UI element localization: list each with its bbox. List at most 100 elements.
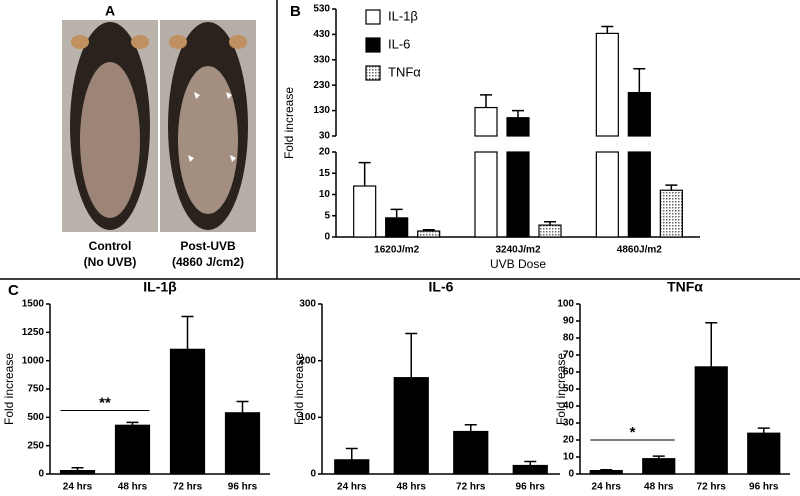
error-bar: [181, 315, 194, 350]
y-tick-label: 250: [27, 440, 44, 451]
y-tick-label: 90: [563, 316, 575, 327]
x-tick-label: 72 hrs: [173, 482, 203, 493]
y-tick-label: 15: [319, 168, 331, 179]
bar: [474, 106, 498, 137]
y-tick-label: 1250: [22, 327, 45, 338]
y-tick-label: 0: [568, 469, 574, 480]
error-bar: [524, 460, 537, 466]
bar: [385, 217, 409, 238]
y-tick-label: 10: [563, 452, 575, 463]
legend-swatch: [365, 9, 381, 25]
error-bar: [390, 208, 403, 218]
y-tick-label: 40: [563, 401, 575, 412]
error-bar: [665, 184, 678, 191]
y-tick-label: 0: [38, 469, 44, 480]
bar: [224, 412, 261, 475]
error-bar: [480, 94, 492, 108]
y-tick-label: 500: [27, 412, 44, 423]
y-tick-label: 100: [557, 299, 574, 310]
y-tick-label: 10: [319, 189, 331, 200]
error-bar: [345, 447, 358, 460]
panel-label: C: [8, 282, 19, 299]
y-tick-label: 1500: [22, 299, 45, 310]
caption: Post-UVB: [180, 239, 236, 253]
significance-label: *: [630, 424, 636, 441]
x-tick-label: 48 hrs: [644, 482, 674, 493]
y-tick-label: 230: [313, 80, 330, 91]
error-bar: [633, 67, 646, 93]
bar: [353, 185, 377, 238]
x-tick-label: 96 hrs: [749, 482, 779, 493]
y-tick-label: 30: [563, 418, 575, 429]
error-bar: [405, 332, 418, 378]
x-tick-label: 48 hrs: [397, 482, 427, 493]
y-tick-label: 300: [299, 299, 316, 310]
legend-label: IL-1β: [388, 8, 418, 23]
bar: [417, 230, 441, 238]
legend-label: TNFα: [388, 64, 421, 79]
error-bar: [358, 161, 371, 186]
error-bar: [512, 109, 524, 118]
y-tick-label: 1000: [22, 355, 45, 366]
y-tick-label: 50: [563, 384, 575, 395]
y-tick-label: 0: [310, 469, 316, 480]
y-tick-label: 60: [563, 367, 575, 378]
x-tick-label: 4860J/m2: [617, 245, 662, 256]
caption: (4860 J/cm2): [172, 255, 244, 269]
y-tick-label: 750: [27, 384, 44, 395]
error-bar: [652, 455, 665, 459]
bar: [627, 151, 651, 238]
y-tick-label: 330: [313, 54, 330, 65]
error-bar: [464, 423, 477, 432]
photo-panel: [62, 20, 256, 232]
y-tick-label: 20: [563, 435, 575, 446]
error-bar: [422, 229, 435, 232]
x-tick-label: 72 hrs: [456, 482, 486, 493]
bar: [595, 32, 619, 137]
chart-title: TNFα: [667, 279, 703, 295]
bar: [59, 470, 96, 475]
y-axis-label: Fold increase: [292, 353, 306, 425]
x-tick-label: 96 hrs: [516, 482, 546, 493]
bar: [474, 151, 498, 238]
y-tick-label: 430: [313, 29, 330, 40]
bar: [589, 470, 623, 475]
bar: [114, 424, 151, 475]
bar: [506, 151, 530, 238]
chart-title: IL-1β: [143, 279, 177, 295]
error-bar: [544, 220, 556, 226]
bar: [595, 151, 619, 238]
error-bar: [757, 427, 770, 434]
y-axis-label: Fold increase: [554, 353, 568, 425]
y-tick-label: 70: [563, 350, 575, 361]
bar: [169, 348, 206, 475]
bar: [747, 432, 781, 475]
legend-swatch: [365, 37, 381, 53]
error-bar: [126, 421, 139, 426]
error-bar: [236, 400, 249, 413]
x-tick-label: 24 hrs: [337, 482, 367, 493]
error-bar: [601, 25, 614, 34]
y-tick-label: 130: [313, 105, 330, 116]
y-axis-label: Fold increase: [282, 87, 296, 159]
bar: [506, 117, 530, 137]
bar: [694, 366, 728, 475]
bar: [512, 464, 548, 475]
panel-label: B: [290, 3, 301, 20]
y-tick-label: 30: [319, 131, 331, 142]
x-tick-label: 48 hrs: [118, 482, 148, 493]
caption: (No UVB): [84, 255, 137, 269]
panel-label: A: [105, 3, 115, 19]
y-tick-label: 100: [299, 412, 316, 423]
legend-label: IL-6: [388, 36, 410, 51]
chart-title: IL-6: [429, 279, 454, 295]
x-tick-label: 72 hrs: [697, 482, 727, 493]
y-tick-label: 5: [324, 210, 330, 221]
bar: [393, 377, 429, 475]
x-tick-label: 1620J/m2: [374, 245, 419, 256]
y-tick-label: 0: [324, 232, 330, 243]
x-tick-label: 24 hrs: [592, 482, 622, 493]
x-tick-label: 3240J/m2: [495, 245, 540, 256]
y-tick-label: 20: [319, 147, 331, 158]
